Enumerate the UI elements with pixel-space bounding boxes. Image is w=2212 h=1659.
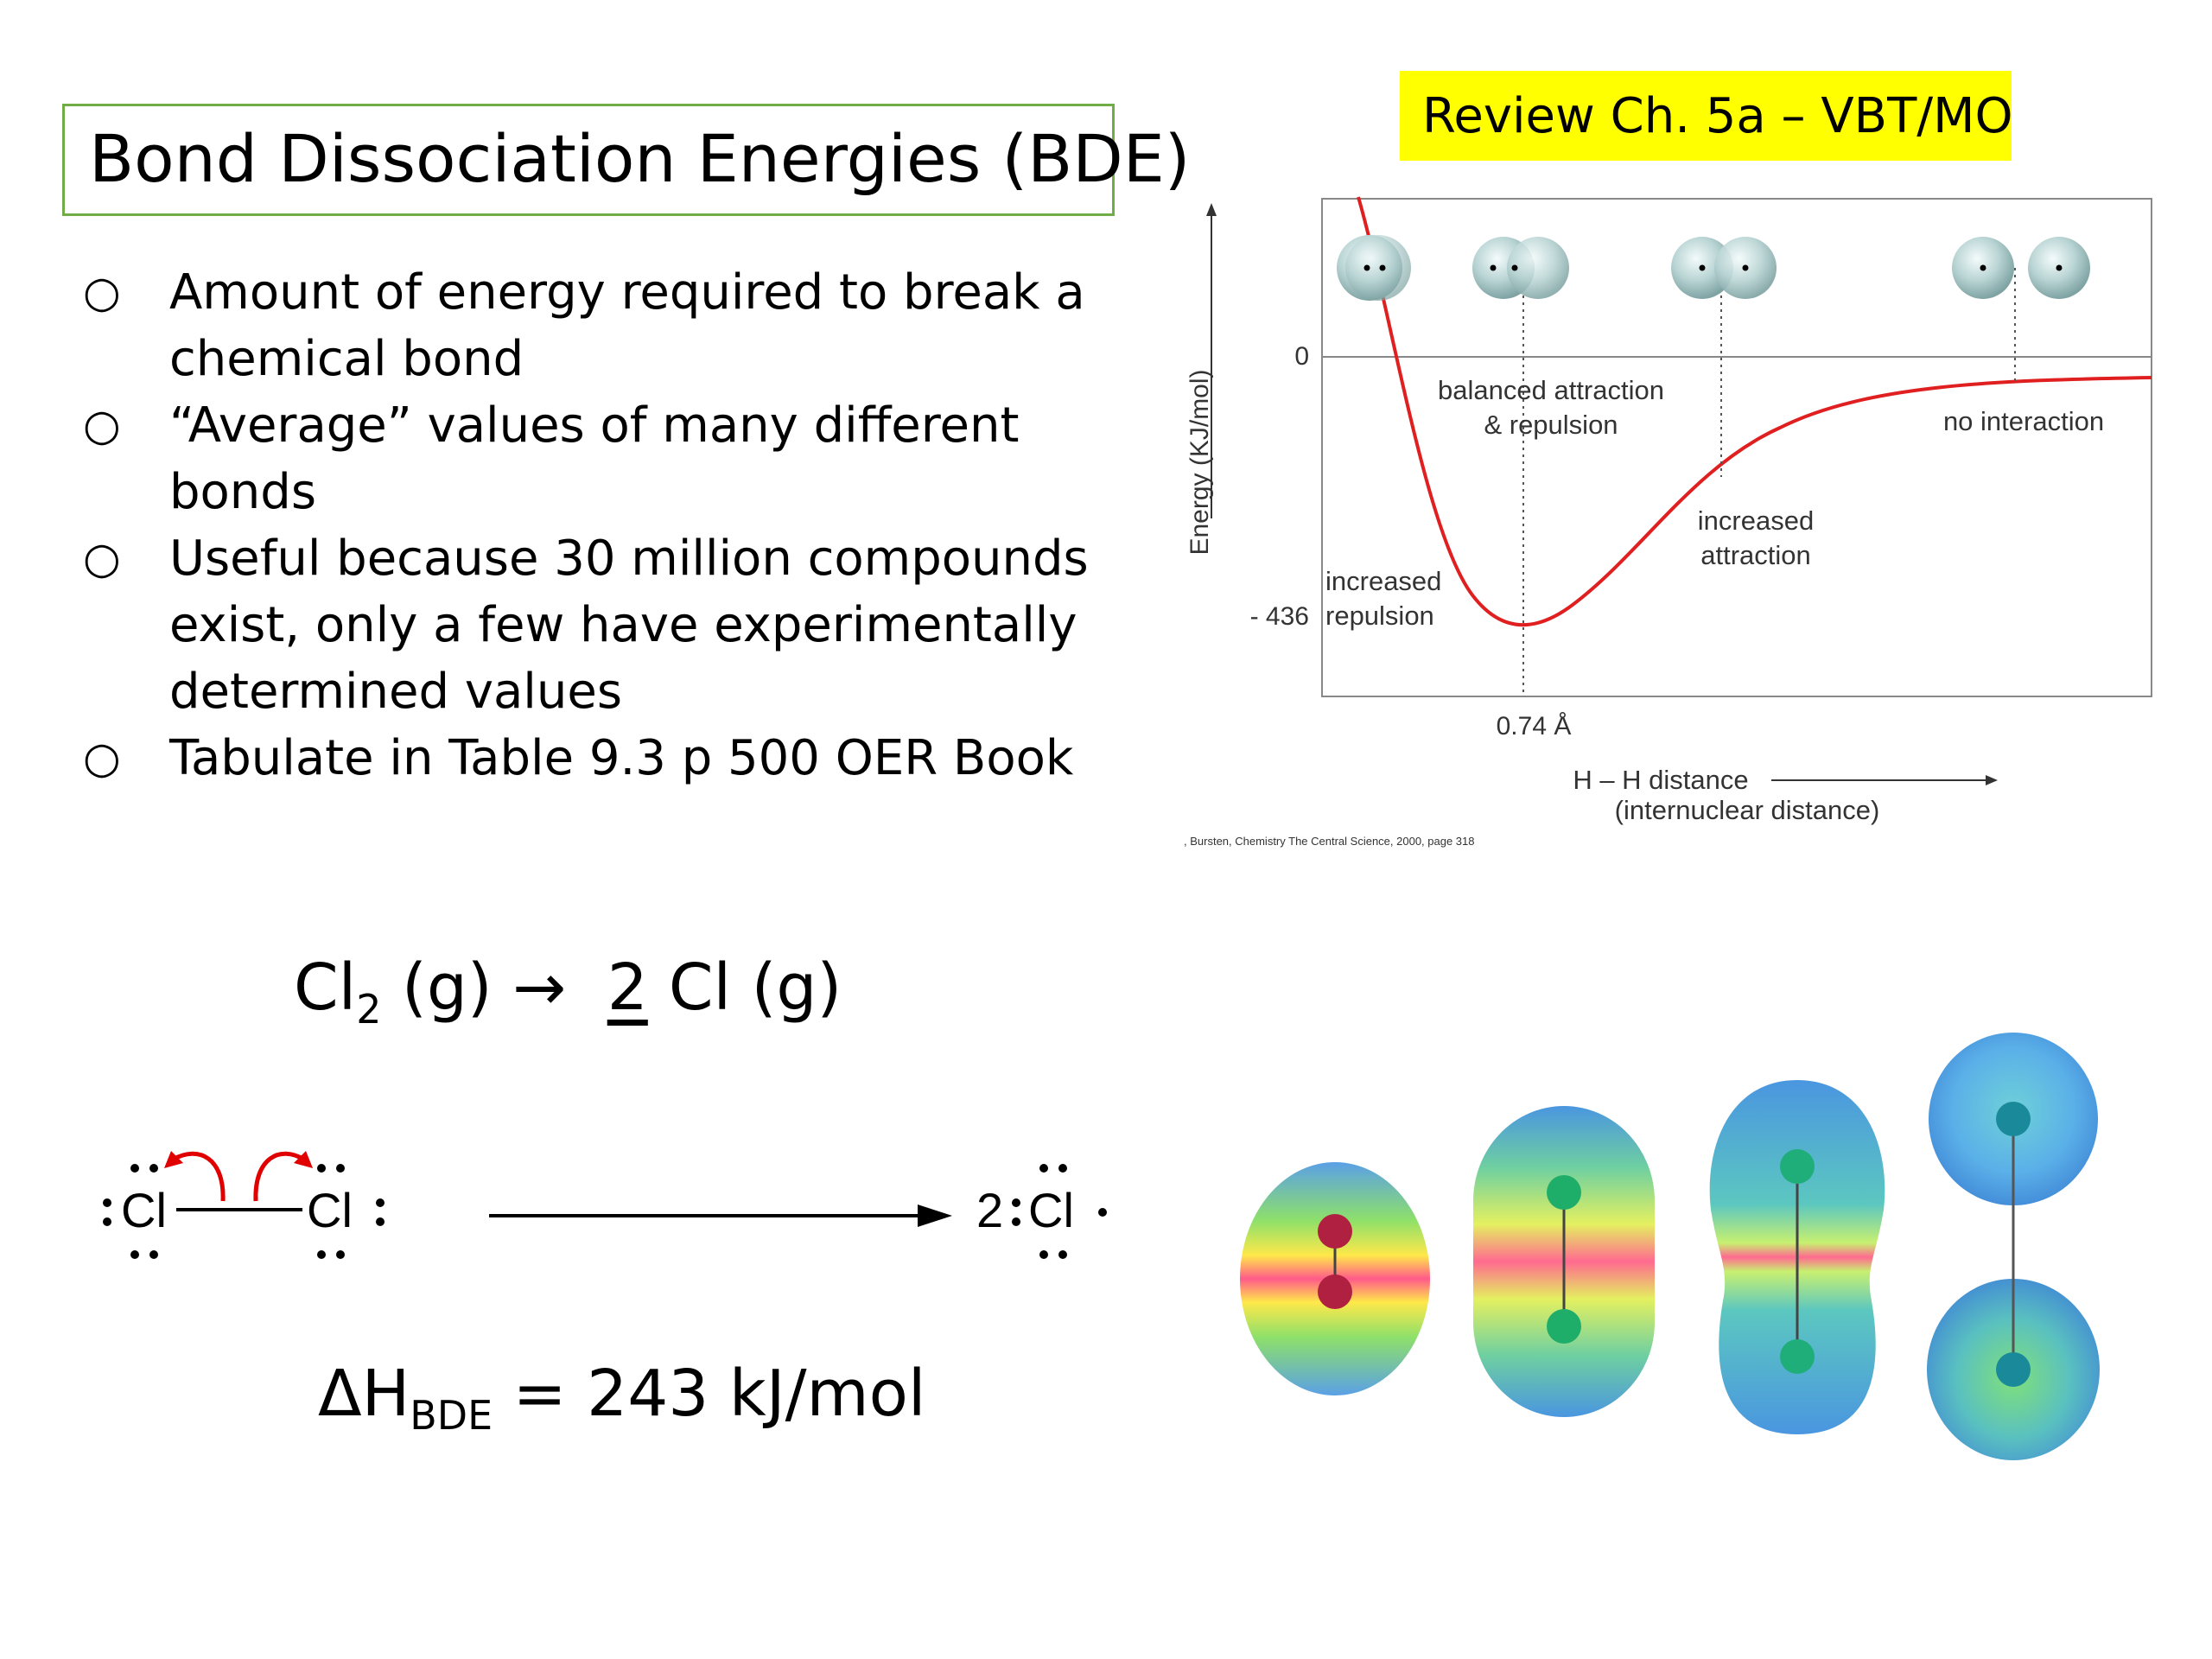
citation: , Bursten, Chemistry The Central Science… [1184, 835, 1475, 848]
x-axis-label-2: (internuclear distance) [1615, 795, 1880, 825]
product-coefficient: 2 [607, 950, 648, 1025]
bullet-marker: ○ [83, 533, 121, 583]
bullet-item: ○ Tabulate in Table 9.3 p 500 OER Book [83, 725, 1154, 791]
label-repulsion-2: repulsion [1325, 601, 1434, 631]
lewis-structure-diagram: Cl Cl 2 Cl [103, 1151, 1107, 1259]
reaction-arrowhead [918, 1205, 952, 1227]
bullet-marker: ○ [83, 733, 121, 783]
lewis-product-coef: 2 [976, 1183, 1003, 1237]
fishhook-arrow-left [171, 1151, 226, 1202]
x-axis-label-1: H – H distance [1573, 765, 1748, 795]
dissociation-equation: Cl2 (g) → 2 Cl (g) [294, 950, 842, 1033]
lewis-cl-right: Cl [307, 1183, 353, 1237]
lewis-cl-product: Cl [1028, 1183, 1074, 1237]
reactant-subscript: 2 [356, 986, 382, 1033]
label-attraction-1: increased [1698, 505, 1814, 536]
atom-pair-bonded [1472, 237, 1569, 299]
electron-density-illustration [1240, 1033, 2100, 1460]
density-separated [1927, 1033, 2100, 1460]
atom-pair-separated [1952, 237, 2090, 299]
density-stretched [1709, 1080, 1885, 1434]
bullet-item: ○ Useful because 30 million compounds ex… [83, 525, 1154, 725]
bullet-line: Amount of energy required to break a [169, 264, 1085, 321]
bullet-marker: ○ [83, 400, 121, 450]
label-balanced-2: & repulsion [1484, 410, 1618, 440]
fishhook-arrow-right [253, 1151, 306, 1202]
label-attraction-2: attraction [1700, 540, 1811, 570]
bullet-item: ○ Amount of energy required to break a c… [83, 259, 1154, 392]
enthalpy-subscript: BDE [410, 1392, 493, 1440]
slide-title: Bond Dissociation Energies (BDE) [89, 120, 1191, 197]
bullet-line: Tabulate in Table 9.3 p 500 OER Book [169, 730, 1074, 786]
y-tick-min: - 436 [1250, 602, 1309, 631]
y-axis-arrowhead [1206, 203, 1217, 216]
lewis-cl-left: Cl [121, 1183, 167, 1237]
y-tick-zero: 0 [1294, 342, 1309, 371]
reactant-state: (g) → [381, 950, 587, 1025]
reactant: Cl [294, 950, 357, 1025]
product: Cl (g) [668, 950, 842, 1025]
potential-energy-diagram: Energy (KJ/mol) 0 - 436 balanced attract… [1184, 196, 2152, 848]
bullet-marker: ○ [83, 267, 121, 317]
review-badge: Review Ch. 5a – VBT/MO [1400, 71, 2013, 161]
fishhook-arrowhead-right [294, 1151, 313, 1168]
plot-frame [1321, 198, 2152, 697]
bond-enthalpy: ΔHBDE = 243 kJ/mol [318, 1357, 925, 1439]
atom-pair-overlapping [1337, 235, 1411, 301]
energy-curve [1357, 196, 2152, 627]
label-balanced-1: balanced attraction [1438, 375, 1664, 405]
bullet-line: exist, only a few have experimentally [169, 597, 1077, 653]
x-tick-label: 0.74 Å [1497, 712, 1572, 741]
bullet-line: bonds [169, 464, 317, 520]
bullet-list: ○ Amount of energy required to break a c… [83, 259, 1154, 791]
bullet-line: chemical bond [169, 331, 524, 387]
label-no-interaction: no interaction [1943, 406, 2104, 436]
x-axis-arrowhead [1986, 775, 1998, 785]
bullet-line: determined values [169, 664, 622, 720]
enthalpy-value: = 243 kJ/mol [493, 1357, 926, 1431]
bullet-item: ○ “Average” values of many different bon… [83, 392, 1154, 525]
y-axis-label: Energy (KJ/mol) [1185, 369, 1214, 555]
label-repulsion-1: increased [1325, 566, 1441, 596]
review-badge-text: Review Ch. 5a – VBT/MO [1422, 88, 2013, 144]
bullet-line: “Average” values of many different [169, 397, 1020, 454]
fishhook-arrowhead-left [164, 1151, 183, 1168]
density-bonded [1473, 1106, 1655, 1417]
title-box: Bond Dissociation Energies (BDE) [62, 104, 1190, 216]
density-compressed [1240, 1162, 1430, 1395]
enthalpy-symbol: ΔH [318, 1357, 410, 1431]
atom-pair-attracting [1671, 237, 1777, 299]
bullet-line: Useful because 30 million compounds [169, 531, 1089, 587]
